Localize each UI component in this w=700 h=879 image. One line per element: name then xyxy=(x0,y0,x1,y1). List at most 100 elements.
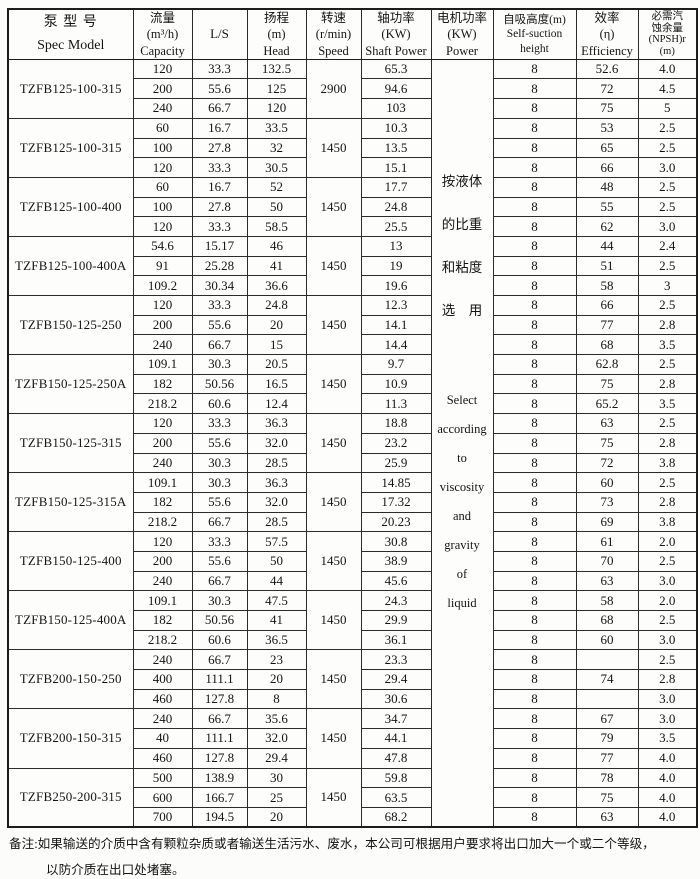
ls-cell: 127.8 xyxy=(191,747,248,769)
speed-cell: 1450 xyxy=(305,531,362,592)
spec-row: 240 66.7 15 14.4 8 68 3.5 xyxy=(8,334,698,356)
efficiency-cell: 78 xyxy=(575,767,639,789)
efficiency-cell: 63 xyxy=(575,570,639,592)
capacity-cell: 240 xyxy=(132,98,193,119)
suction-height-cell: 8 xyxy=(492,747,577,769)
ls-cell: 50.56 xyxy=(191,373,248,395)
model-cell: TZFB150-125-315A xyxy=(7,472,134,533)
capacity-cell: 182 xyxy=(132,373,193,395)
npsh-cell: 4.5 xyxy=(637,78,698,100)
capacity-cell: 460 xyxy=(132,688,193,710)
capacity-cell: 109.1 xyxy=(132,472,193,493)
model-cell: TZFB125-100-400A xyxy=(7,235,134,297)
shaft-power-cell: 18.8 xyxy=(360,413,432,434)
col-header-power-line: 电机功率 xyxy=(436,11,487,25)
efficiency-cell: 60 xyxy=(575,472,639,493)
suction-height-cell: 8 xyxy=(492,176,577,198)
shaft-power-cell: 29.4 xyxy=(360,669,432,690)
efficiency-cell: 44 xyxy=(575,235,639,257)
suction-height-cell: 8 xyxy=(492,491,577,513)
ls-cell: 60.6 xyxy=(191,393,248,415)
head-cell: 12.4 xyxy=(246,393,307,415)
head-cell: 30 xyxy=(246,767,307,789)
speed-cell: 2900 xyxy=(305,58,362,119)
col-header-model-line: Spec Model xyxy=(37,37,105,53)
head-cell: 28.5 xyxy=(246,511,307,533)
spec-row: 600 166.7 25 63.5 8 75 4.0 xyxy=(8,787,698,808)
capacity-cell: 240 xyxy=(132,334,193,356)
npsh-cell: 3.0 xyxy=(637,216,698,237)
capacity-cell: 109.1 xyxy=(132,354,193,375)
shaft-power-cell: 34.7 xyxy=(360,708,432,730)
efficiency-cell: 52.6 xyxy=(575,58,639,80)
suction-height-cell: 8 xyxy=(492,216,577,237)
power-note-en-line: viscosity xyxy=(439,479,485,494)
spec-row: TZFB150-125-315 120 33.3 36.3 1450 18.8 8 63 2.5 xyxy=(7,413,698,474)
suction-height-cell: 8 xyxy=(492,531,577,552)
ls-cell: 30.3 xyxy=(191,354,248,375)
speed-cell: 1450 xyxy=(305,117,362,178)
shaft-power-cell: 14.1 xyxy=(360,314,432,336)
npsh-cell: 4.0 xyxy=(637,806,698,828)
spec-row: 200 55.6 20 14.1 8 77 2.8 xyxy=(8,314,698,336)
col-header-suction-line: 自吸高度(m) xyxy=(503,13,566,26)
npsh-cell: 2.5 xyxy=(637,610,698,631)
col-header-capacity: 流量 (m³/h) Capacity xyxy=(132,8,193,60)
npsh-cell: 3.5 xyxy=(637,334,698,356)
efficiency-cell: 67 xyxy=(575,708,639,730)
ls-cell: 15.17 xyxy=(191,235,248,257)
speed-cell: 1450 xyxy=(305,413,362,474)
efficiency-cell: 61 xyxy=(575,531,639,552)
efficiency-cell: 75 xyxy=(575,373,639,395)
shaft-power-cell: 23.2 xyxy=(360,432,432,454)
efficiency-cell: 75 xyxy=(575,787,639,808)
efficiency-cell: 68 xyxy=(575,610,639,631)
col-header-npsh-line: 必需汽 xyxy=(651,10,684,22)
ls-cell: 194.5 xyxy=(191,806,248,828)
npsh-cell: 2.5 xyxy=(637,255,698,277)
capacity-cell: 109.2 xyxy=(132,275,193,296)
ls-cell: 66.7 xyxy=(191,511,248,533)
shaft-power-cell: 45.6 xyxy=(360,570,432,592)
spec-row: 700 194.5 20 68.2 8 63 4.0 xyxy=(8,806,698,828)
col-header-head-line: Head xyxy=(263,43,290,58)
col-header-ls: L/S xyxy=(191,8,248,60)
power-note-en-line: to xyxy=(457,450,467,465)
power-note-zh-line: 选 用 xyxy=(441,302,483,318)
spec-row: TZFB125-100-400A 54.6 15.17 46 1450 13 8 44 2.4 xyxy=(7,235,698,297)
npsh-cell: 4.0 xyxy=(637,747,698,769)
spec-row: TZFB150-125-400 120 33.3 57.5 1450 30.8 8 61 2.0 xyxy=(7,531,698,592)
speed-cell: 1450 xyxy=(305,649,362,710)
capacity-cell: 200 xyxy=(132,550,193,572)
head-cell: 132.5 xyxy=(246,58,307,80)
ls-cell: 66.7 xyxy=(191,570,248,592)
model-cell: TZFB150-125-315 xyxy=(7,413,134,474)
ls-cell: 111.1 xyxy=(191,669,248,690)
spec-row: TZFB200-150-315 240 66.7 35.6 1450 34.7 8 67 3.0 xyxy=(7,708,698,769)
npsh-cell: 2.8 xyxy=(637,314,698,336)
model-cell: TZFB125-100-315 xyxy=(7,117,134,178)
shaft-power-cell: 36.1 xyxy=(360,629,432,651)
ls-cell: 66.7 xyxy=(191,649,248,671)
ls-cell: 66.7 xyxy=(191,708,248,730)
head-cell: 23 xyxy=(246,649,307,671)
col-header-power: 电机功率 (KW) Power xyxy=(430,8,494,60)
suction-height-cell: 8 xyxy=(492,334,577,356)
head-cell: 20 xyxy=(246,806,307,828)
ls-cell: 111.1 xyxy=(191,728,248,749)
efficiency-cell: 77 xyxy=(575,747,639,769)
suction-height-cell: 8 xyxy=(492,688,577,710)
suction-height-cell: 8 xyxy=(492,255,577,277)
shaft-power-cell: 38.9 xyxy=(360,550,432,572)
model-cell: TZFB150-125-250 xyxy=(7,294,134,356)
efficiency-cell: 51 xyxy=(575,255,639,277)
head-cell: 8 xyxy=(246,688,307,710)
suction-height-cell: 8 xyxy=(492,78,577,100)
suction-height-cell: 8 xyxy=(492,235,577,257)
speed-cell: 1450 xyxy=(305,354,362,415)
spec-row: 218.2 60.6 36.5 36.1 8 60 3.0 xyxy=(8,629,698,651)
ls-cell: 33.3 xyxy=(191,216,248,237)
shaft-power-cell: 94.6 xyxy=(360,78,432,100)
suction-height-cell: 8 xyxy=(492,629,577,651)
spec-row: TZFB250-200-315 500 138.9 30 1450 59.8 8 78 4.0 xyxy=(7,767,698,828)
